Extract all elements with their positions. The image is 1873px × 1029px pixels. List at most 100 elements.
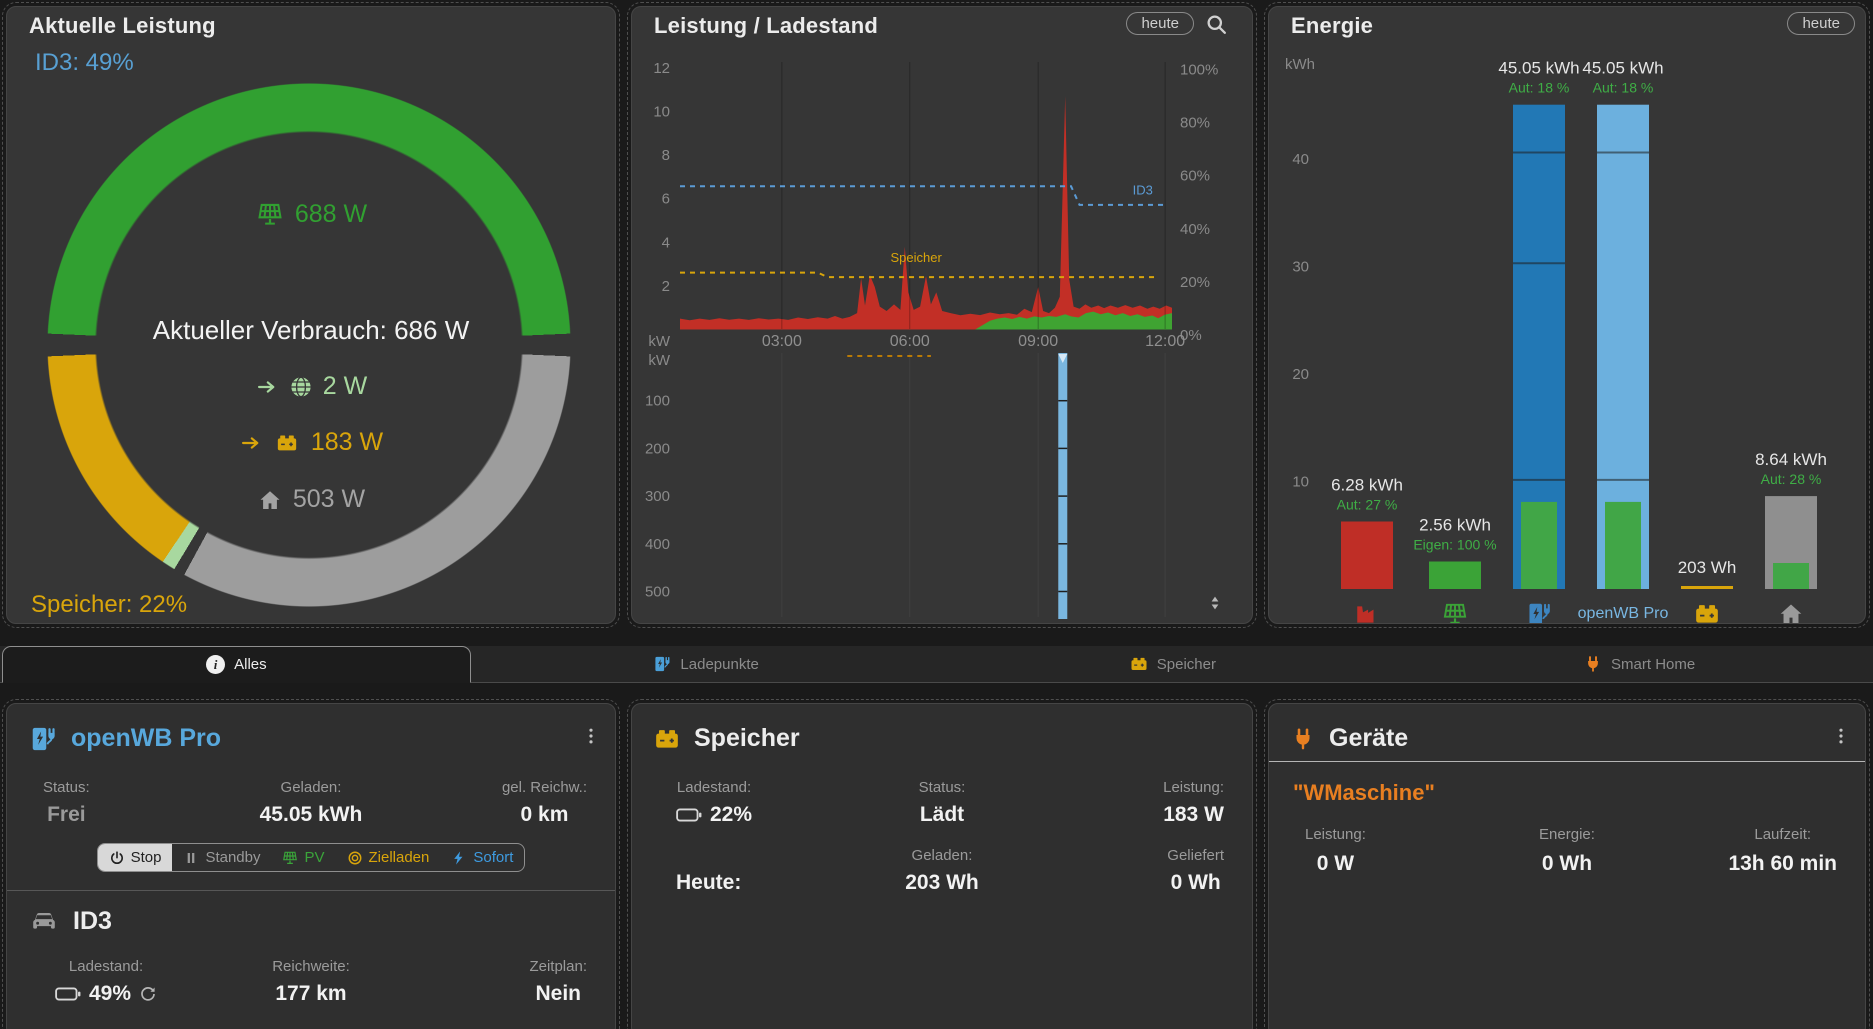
power-icon [109, 850, 125, 866]
dropzone-chargepoint: openWB Pro Status: Frei Geladen: 45.05 k… [2, 699, 620, 1029]
svg-text:Aut: 28 %: Aut: 28 % [1761, 471, 1822, 487]
pv-power-value: 688 W [294, 200, 368, 228]
solar-panel-icon [282, 850, 298, 866]
svg-text:Aut: 18 %: Aut: 18 % [1593, 80, 1654, 96]
svg-text:6: 6 [662, 191, 670, 208]
soc-line-ID3 [680, 185, 1165, 206]
svg-text:12:00: 12:00 [1145, 333, 1185, 350]
grid-power-value: 2 W [322, 372, 368, 400]
svg-text:12: 12 [653, 60, 670, 77]
charge-station-icon [1526, 601, 1552, 623]
plug-icon [1584, 655, 1602, 673]
tab-label: Ladepunkte [680, 655, 759, 673]
stat-heute: Heute: [676, 871, 742, 894]
svg-text:20: 20 [1292, 366, 1309, 383]
refresh-icon[interactable] [139, 985, 157, 1003]
devices-header: Geräte [1269, 704, 1865, 753]
pv-power-row: 688 W [7, 200, 615, 229]
globe-icon [289, 375, 313, 399]
svg-text:400: 400 [645, 536, 670, 553]
house-power-row: 503 W [7, 485, 615, 514]
mode-standby-button[interactable]: Standby [172, 844, 271, 871]
svg-text:60%: 60% [1180, 168, 1210, 185]
svg-text:4: 4 [662, 234, 670, 251]
solar-panel-icon [255, 201, 285, 228]
svg-text:40%: 40% [1180, 221, 1210, 238]
dropzone-energy: Energie heute kWh 40 30 20 10 6.28 kWh Aut: 27… [1264, 2, 1870, 628]
card-aktuelle-leistung: Aktuelle Leistung ID3: 49% 688 W Aktuell… [6, 6, 616, 624]
energy-bar-Speicher [1681, 586, 1733, 589]
devices-title: Geräte [1329, 724, 1409, 752]
svg-text:09:00: 09:00 [1018, 333, 1058, 350]
info-icon: i [206, 655, 226, 674]
card-title: Leistung / Ladestand [654, 13, 879, 38]
stat-status: Status: Lädt [918, 779, 966, 826]
car-icon [29, 910, 59, 934]
svg-text:2.56 kWh: 2.56 kWh [1419, 515, 1491, 534]
sort-updown-icon[interactable] [1206, 593, 1224, 613]
charging-station-icon [29, 725, 57, 753]
kebab-menu-icon[interactable] [581, 726, 601, 746]
svg-text:500: 500 [645, 584, 670, 601]
device-name: "WMaschine" [1293, 780, 1435, 805]
search-icon[interactable] [1205, 13, 1228, 36]
svg-text:8.64 kWh: 8.64 kWh [1755, 450, 1827, 469]
stat-leistung: Leistung: 183 W [1163, 779, 1224, 826]
energy-bar-chart: kWh 40 30 20 10 6.28 kWh Aut: 27 % 2.56 kWh Eige… [1285, 56, 1827, 589]
svg-text:kW: kW [648, 352, 671, 369]
battery-icon [1694, 601, 1720, 623]
svg-text:40: 40 [1292, 151, 1309, 168]
battery-outline-icon [676, 807, 702, 823]
grid-import-bar [1058, 353, 1068, 619]
svg-text:10: 10 [1292, 474, 1309, 491]
charge-mode-group: Stop Standby PV Zielladen [96, 843, 526, 872]
chargepoint-stats: Status: Frei Geladen: 45.05 kWh gel. Rei… [7, 779, 615, 827]
stat-reichweite-geladen: gel. Reichw.: 0 km [501, 779, 587, 826]
card-leistung-ladestand: Leistung / Ladestand heute 12 10 8 6 4 2 100% 8… [631, 6, 1253, 624]
house-icon [257, 488, 283, 512]
tab-alles[interactable]: i Alles [2, 646, 471, 683]
svg-text:kWh: kWh [1285, 56, 1315, 73]
kebab-menu-icon[interactable] [1831, 726, 1851, 746]
charging-station-icon [653, 655, 671, 673]
card-speicher: Speicher Ladestand: 22% Status: Lädt [631, 703, 1253, 1029]
device-stats: Leistung: 0 W Energie: 0 Wh Laufzeit: 13… [1269, 826, 1865, 876]
tab-smart-home[interactable]: Smart Home [1406, 646, 1873, 682]
svg-text:30: 30 [1292, 259, 1309, 276]
storage-title: Speicher [694, 724, 800, 752]
svg-text:10: 10 [653, 104, 670, 121]
svg-text:45.05 kWh: 45.05 kWh [1582, 59, 1663, 78]
mode-pv-button[interactable]: PV [271, 844, 335, 871]
range-button-heute[interactable]: heute [1126, 12, 1194, 35]
arrow-right-icon [255, 377, 279, 397]
id3-soc-text: ID3: 49% [35, 49, 134, 76]
divider [7, 890, 615, 891]
storage-header: Speicher [632, 704, 1252, 753]
dropzone-devices: Geräte "WMaschine" Leistung: 0 W Energie… [1264, 699, 1870, 1029]
card-title: Aktuelle Leistung [29, 13, 216, 38]
charge-mode-group-wrap: Stop Standby PV Zielladen [7, 843, 615, 872]
stat-geladen: Geladen: 45.05 kWh [259, 779, 363, 826]
mode-stop-button[interactable]: Stop [97, 844, 173, 871]
energy-bar-PV [1429, 561, 1481, 589]
series-Bezug [680, 96, 1172, 330]
stat-zeitplan: Zeitplan: Nein [529, 958, 587, 1005]
range-button-heute[interactable]: heute [1787, 12, 1855, 35]
tab-ladepunkte[interactable]: Ladepunkte [473, 646, 940, 682]
svg-text:45.05 kWh: 45.05 kWh [1498, 59, 1579, 78]
energy-bar-Netzbezug [1341, 521, 1393, 589]
stat-ladestand: Ladestand: 49% [55, 958, 157, 1006]
tab-speicher[interactable]: Speicher [940, 646, 1407, 682]
mode-zielladen-button[interactable]: Zielladen [336, 844, 441, 871]
mode-sofort-button[interactable]: Sofort [440, 844, 524, 871]
chargepoint-title: openWB Pro [71, 724, 221, 752]
card-energie: Energie heute kWh 40 30 20 10 6.28 kWh Aut: 27… [1268, 6, 1866, 624]
svg-text:0%: 0% [1180, 327, 1202, 344]
consumption-value: Aktueller Verbrauch: 686 W [152, 315, 470, 345]
battery-outline-icon [55, 986, 81, 1002]
svg-text:80%: 80% [1180, 115, 1210, 132]
tab-label: Alles [234, 656, 267, 673]
card-openwb-pro: openWB Pro Status: Frei Geladen: 45.05 k… [6, 703, 616, 1029]
svg-text:Eigen: 100 %: Eigen: 100 % [1413, 536, 1496, 552]
stat-ladestand: Ladestand: 22% [676, 779, 753, 826]
